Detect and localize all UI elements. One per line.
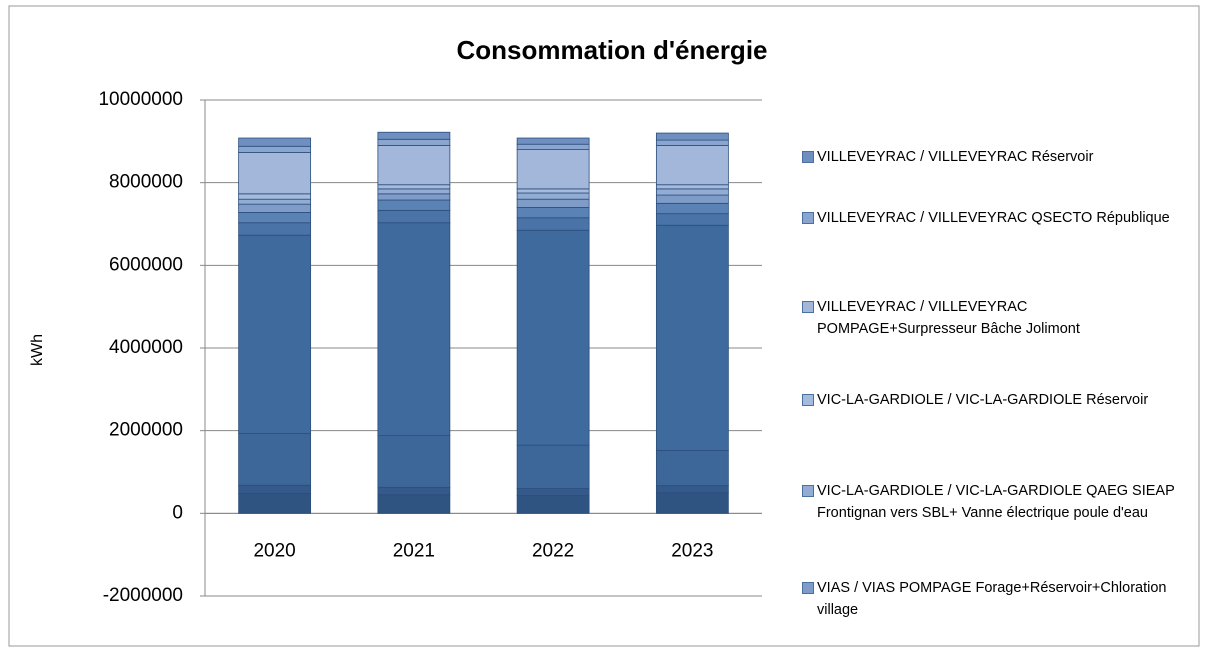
bar-segment	[238, 493, 312, 514]
bar-segment	[516, 192, 590, 200]
legend-swatch	[802, 151, 814, 163]
legend-label: VIC-LA-GARDIOLE / VIC-LA-GARDIOLE QAEG S…	[817, 483, 1175, 521]
bar-segment	[655, 485, 729, 494]
bar-segment	[377, 193, 451, 201]
legend-label: VILLEVEYRAC / VILLEVEYRAC QSECTO Républi…	[817, 210, 1170, 226]
x-tick-label: 2021	[393, 540, 435, 561]
bar-segment	[377, 188, 451, 195]
bar-segment	[516, 188, 590, 194]
bar-segment	[655, 194, 729, 204]
bar-segment	[238, 234, 312, 434]
legend-item: VILLEVEYRAC / VILLEVEYRAC Réservoir	[802, 146, 1187, 168]
bar-segment	[377, 222, 451, 437]
bar-segment	[377, 184, 451, 190]
y-tick-label: 6000000	[109, 254, 183, 275]
bar-segment	[238, 145, 312, 153]
bar-segment	[655, 132, 729, 141]
legend-item: VIAS / VIAS POMPAGE Forage+Réservoir+Chl…	[802, 577, 1187, 621]
legend-label: VIC-LA-GARDIOLE / VIC-LA-GARDIOLE Réserv…	[817, 392, 1149, 408]
bar-segment	[655, 450, 729, 487]
bar-segment	[516, 207, 590, 219]
bar-segment	[516, 217, 590, 231]
bar-segment	[655, 184, 729, 190]
bar-segment	[377, 145, 451, 186]
legend-item: VILLEVEYRAC / VILLEVEYRAC POMPAGE+Surpre…	[802, 296, 1187, 340]
bar-segment	[238, 433, 312, 486]
chart-title: Consommation d'énergie	[457, 35, 768, 65]
bar-segment	[516, 229, 590, 446]
x-tick-label: 2020	[253, 540, 295, 561]
y-axis-label: kWh	[29, 334, 46, 366]
bar-segment	[377, 138, 451, 146]
bar-segment	[238, 137, 312, 147]
y-tick-label: -2000000	[103, 585, 183, 606]
bar-segment	[516, 495, 590, 514]
bar-segment	[377, 435, 451, 488]
legend-item: VILLEVEYRAC / VILLEVEYRAC QSECTO Républi…	[802, 207, 1187, 229]
bar-segment	[238, 484, 312, 494]
bar-segment	[238, 152, 312, 195]
bar-segment	[655, 188, 729, 196]
bar-segment	[655, 145, 729, 186]
bar-segment	[655, 224, 729, 451]
bar-segment	[238, 222, 312, 236]
bar-segment	[238, 198, 312, 205]
legend-swatch	[802, 394, 814, 406]
legend-swatch	[802, 485, 814, 497]
y-tick-label: 2000000	[109, 420, 183, 441]
bar-segment	[377, 199, 451, 211]
legend-label: VILLEVEYRAC / VILLEVEYRAC Réservoir	[817, 149, 1094, 165]
y-tick-label: 4000000	[109, 337, 183, 358]
bar-segment	[655, 213, 729, 226]
bar-segment	[516, 444, 590, 489]
bar-segment	[238, 203, 312, 213]
legend-label: VILLEVEYRAC / VILLEVEYRAC POMPAGE+Surpre…	[817, 299, 1080, 337]
bar-segment	[655, 202, 729, 215]
bar-segment	[516, 137, 590, 145]
x-tick-label: 2023	[671, 540, 713, 561]
bar-segment	[655, 139, 729, 146]
y-tick-label: 8000000	[109, 172, 183, 193]
bar-segment	[516, 488, 590, 496]
y-tick-label: 0	[172, 502, 183, 523]
bar-segment	[238, 193, 312, 200]
legend-swatch	[802, 212, 814, 224]
frame	[8, 5, 1200, 647]
bar-segment	[377, 486, 451, 496]
y-tick-label: 10000000	[98, 89, 183, 110]
bar-segment	[377, 131, 451, 140]
bar-segment	[655, 492, 729, 514]
legend-swatch	[802, 301, 814, 313]
bar-segment	[377, 209, 451, 224]
x-tick-label: 2022	[532, 540, 574, 561]
bar-segment	[377, 494, 451, 514]
bar-segment	[516, 198, 590, 208]
legend-item: VIC-LA-GARDIOLE / VIC-LA-GARDIOLE Réserv…	[802, 389, 1187, 411]
bar-segment	[238, 212, 312, 224]
bar-segment	[516, 149, 590, 190]
legend-swatch	[802, 582, 814, 594]
legend-item: VIC-LA-GARDIOLE / VIC-LA-GARDIOLE QAEG S…	[802, 480, 1187, 524]
legend-label: VIAS / VIAS POMPAGE Forage+Réservoir+Chl…	[817, 580, 1167, 618]
bar-segment	[516, 143, 590, 151]
